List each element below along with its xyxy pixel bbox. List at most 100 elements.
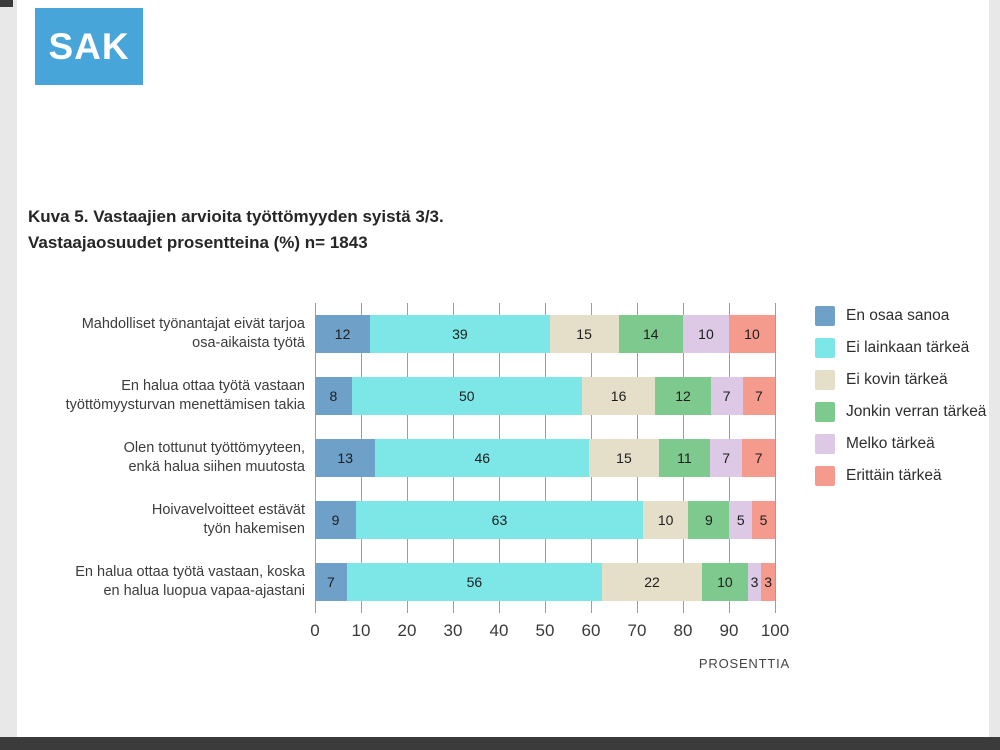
bar-segment: 15: [589, 439, 659, 477]
bar-segment: 15: [549, 315, 619, 353]
x-tick-label: 60: [581, 621, 601, 640]
bar-segment: 5: [752, 501, 775, 539]
bar-segment: 14: [618, 315, 683, 353]
x-tick-label: 0: [310, 621, 320, 640]
category-labels: Mahdolliset työnantajat eivät tarjoa osa-…: [28, 303, 305, 613]
bar-segment: 13: [315, 439, 376, 477]
bar-row: 7 56 22 10 3 3: [315, 551, 775, 613]
bar-segment: 11: [658, 439, 710, 477]
chart-title: Kuva 5. Vastaajien arvioita työttömyyden…: [28, 204, 444, 256]
bar-segment: 8: [315, 377, 352, 415]
bar-segment: 7: [709, 439, 743, 477]
bar-segment: 5: [729, 501, 753, 539]
legend-swatch: [815, 402, 835, 422]
bar-segment: 12: [655, 377, 711, 415]
category-label-line: osa-aikaista työtä: [192, 335, 305, 351]
segment-value: 3: [750, 574, 759, 590]
bar-row: 12 39 15 14 10 10: [315, 303, 775, 365]
stacked-bar: 9 63 10 9 5 5: [315, 501, 775, 539]
category-label-line: Olen tottunut työttömyyteen,: [123, 440, 305, 456]
x-axis: 0 10 20 30 40 50 60 70 80 90 100: [310, 621, 789, 645]
bar-segment: 12: [315, 315, 371, 353]
stacked-bar: 8 50 16 12 7 7: [315, 377, 775, 415]
bar-segment: 10: [728, 315, 775, 353]
bar-segment: 63: [355, 501, 643, 539]
segment-value: 7: [754, 450, 763, 466]
segment-value: 15: [616, 450, 632, 466]
category-label-line: Mahdolliset työnantajat eivät tarjoa: [81, 316, 305, 332]
bar-segment: 10: [682, 315, 729, 353]
x-tick-label: 90: [719, 621, 739, 640]
x-axis-title: PROSENTTIA: [698, 656, 790, 671]
legend-label: Ei lainkaan tärkeä: [846, 339, 970, 356]
segment-value: 22: [644, 574, 660, 590]
segment-value: 9: [331, 512, 340, 528]
plot-area: 12 39 15 14 10 10 8 50 16 12 7 7 13 46 15 11 7 7 9 63 10 9 5 5 7…: [315, 303, 776, 613]
segment-value: 9: [705, 512, 713, 528]
legend-label: Jonkin verran tärkeä: [846, 403, 987, 420]
chart-title-line1: Kuva 5. Vastaajien arvioita työttömyyden…: [28, 207, 444, 226]
segment-value: 7: [722, 388, 731, 404]
segment-value: 10: [717, 574, 733, 590]
category-label-line: työttömyysturvan menettämisen takia: [65, 397, 305, 413]
segment-value: 5: [759, 512, 768, 528]
x-tick-label: 40: [489, 621, 509, 640]
x-tick-label: 100: [760, 621, 790, 640]
segment-value: 46: [474, 450, 491, 466]
sak-logo: SAK: [35, 8, 143, 85]
bar-segment: 46: [375, 439, 590, 477]
segment-value: 56: [466, 574, 483, 590]
legend-swatch: [815, 338, 835, 358]
bar-segment: 50: [351, 377, 582, 415]
category-label-line: en halua luopua vapaa-ajastani: [103, 583, 305, 599]
bar-segment: 16: [581, 377, 656, 415]
segment-value: 16: [610, 388, 627, 404]
bar-segment: 10: [702, 563, 748, 601]
category-label-line: Hoivavelvoitteet estävät: [151, 502, 305, 518]
segment-value: 8: [329, 388, 338, 404]
segment-value: 15: [576, 326, 592, 342]
legend-swatch: [815, 434, 835, 454]
stacked-bar: 13 46 15 11 7 7: [315, 439, 775, 477]
x-tick-label: 50: [535, 621, 555, 640]
category-label: Olen tottunut työttömyyteen, enkä halua s…: [28, 427, 305, 489]
legend-item: Ei lainkaan tärkeä: [815, 338, 995, 358]
bar-segment: 39: [370, 315, 550, 353]
category-label: Hoivavelvoitteet estävät työn hakemisen: [28, 489, 305, 551]
gridline: [775, 303, 776, 613]
segment-value: 10: [657, 512, 674, 528]
segment-value: 12: [675, 388, 691, 404]
category-label-line: enkä halua siihen muutosta: [128, 459, 305, 475]
bar-segment: 7: [742, 439, 775, 477]
x-tick-label: 80: [673, 621, 693, 640]
segment-value: 39: [452, 326, 468, 342]
bar-row: 13 46 15 11 7 7: [315, 427, 775, 489]
x-tick-label: 70: [627, 621, 647, 640]
x-tick-label: 20: [397, 621, 417, 640]
chart-title-line2: Vastaajaosuudet prosentteina (%) n= 1843: [28, 233, 368, 252]
bar-segment: 7: [742, 377, 775, 415]
bar-segment: 10: [642, 501, 689, 539]
legend-swatch: [815, 306, 835, 326]
legend-item: Melko tärkeä: [815, 434, 995, 454]
legend: En osaa sanoa Ei lainkaan tärkeä Ei kovin …: [815, 306, 995, 486]
category-label: En halua ottaa työtä vastaan, koska en ha…: [28, 551, 305, 613]
document-page: SAK Kuva 5. Vastaajien arvioita työttömy…: [17, 0, 989, 737]
segment-value: 3: [764, 574, 773, 590]
segment-value: 12: [334, 326, 351, 342]
legend-label: Erittäin tärkeä: [846, 467, 942, 484]
legend-item: Jonkin verran tärkeä: [815, 402, 995, 422]
segment-value: 5: [736, 512, 745, 528]
legend-swatch: [815, 370, 835, 390]
bar-segment: 3: [761, 563, 775, 601]
category-label-line: En halua ottaa työtä vastaan, koska: [75, 564, 305, 580]
legend-label: En osaa sanoa: [846, 307, 950, 324]
bar-row: 8 50 16 12 7 7: [315, 365, 775, 427]
stacked-bar: 7 56 22 10 3 3: [315, 563, 775, 601]
screen-bottom-bar: [0, 737, 1000, 750]
segment-value: 7: [754, 388, 763, 404]
x-tick-label: 10: [351, 621, 371, 640]
segment-value: 10: [744, 326, 760, 342]
bar-segment: 7: [710, 377, 743, 415]
segment-value: 13: [337, 450, 353, 466]
